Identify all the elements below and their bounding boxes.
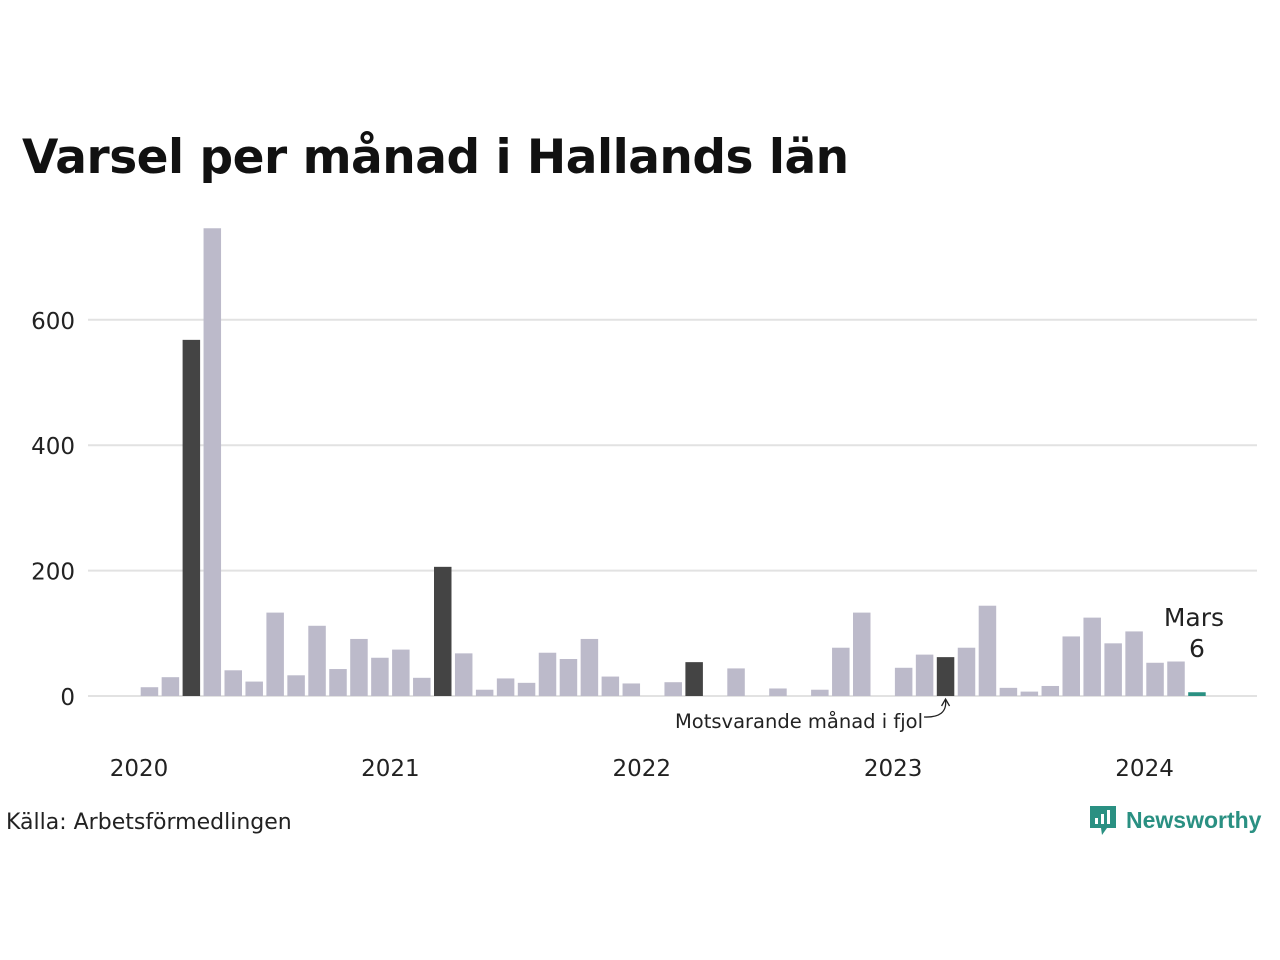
- y-tick-label: 600: [31, 309, 75, 335]
- bar: [287, 675, 305, 696]
- bar: [224, 670, 242, 696]
- bar: [957, 647, 976, 696]
- bar: [811, 689, 829, 696]
- annotation-arrowhead: [940, 697, 951, 707]
- bar: [475, 689, 494, 696]
- bar: [350, 638, 368, 696]
- bar: [1188, 692, 1206, 696]
- source-note: Källa: Arbetsförmedlingen: [6, 810, 292, 835]
- chart-title: Varsel per månad i Hallands län: [22, 130, 849, 185]
- bar: [769, 688, 787, 696]
- bar: [559, 659, 578, 696]
- bar: [413, 677, 431, 696]
- y-tick-label: 400: [31, 434, 75, 460]
- y-tick-label: 200: [31, 560, 75, 586]
- y-tick-label: 0: [60, 685, 75, 711]
- bar: [1125, 631, 1143, 696]
- bar: [832, 647, 850, 696]
- x-tick-label: 2021: [361, 756, 420, 782]
- annotation-arrow: [923, 699, 947, 718]
- x-axis-ticks: 2020 2021 2022 2023 2024: [110, 756, 1174, 782]
- bar: [1062, 636, 1080, 696]
- bar: [454, 653, 473, 696]
- highlight-month-label: Mars: [1164, 603, 1224, 632]
- bars: [140, 228, 1206, 696]
- bar: [999, 687, 1018, 696]
- bar: [1041, 685, 1060, 696]
- bar: [140, 687, 159, 696]
- bar: [1146, 662, 1164, 696]
- bar: [245, 681, 263, 696]
- bar: [371, 657, 389, 696]
- bar: [1104, 643, 1122, 696]
- newsworthy-icon: [1090, 806, 1116, 835]
- bar: [915, 654, 934, 696]
- bar: [496, 678, 515, 696]
- bar: [434, 566, 452, 696]
- bar-chart: 0 200 400 600 2020 2021 2022 2023 2024 Motsvara…: [31, 228, 1257, 782]
- bar: [936, 657, 955, 696]
- newsworthy-logo[interactable]: Newsworthy: [1088, 803, 1261, 837]
- brand-name: Newsworthy: [1126, 806, 1262, 833]
- bar: [392, 649, 410, 696]
- bar: [622, 683, 641, 696]
- bar: [203, 228, 222, 696]
- bar: [1083, 617, 1101, 696]
- gridlines: [88, 318, 1257, 697]
- x-tick-label: 2020: [110, 756, 169, 782]
- highlight-value-label: 6: [1189, 634, 1205, 663]
- bar: [538, 652, 557, 696]
- bar: [853, 612, 871, 696]
- bar: [978, 605, 997, 696]
- bar: [329, 669, 347, 696]
- bar: [161, 677, 180, 696]
- bar: [727, 668, 745, 696]
- bar: [308, 625, 326, 696]
- annotation-label: Motsvarande månad i fjol: [675, 710, 923, 733]
- x-tick-label: 2023: [864, 756, 923, 782]
- bar: [664, 682, 682, 696]
- x-tick-label: 2022: [613, 756, 672, 782]
- bar: [580, 638, 599, 696]
- x-tick-label: 2024: [1115, 756, 1174, 782]
- bar: [601, 676, 620, 696]
- bar: [894, 667, 913, 696]
- y-axis-ticks: 0 200 400 600: [31, 309, 75, 711]
- bar: [1167, 661, 1185, 696]
- bar: [266, 612, 284, 696]
- bar: [1020, 691, 1039, 696]
- bar: [517, 682, 536, 696]
- bar: [182, 339, 201, 696]
- bar: [685, 662, 703, 696]
